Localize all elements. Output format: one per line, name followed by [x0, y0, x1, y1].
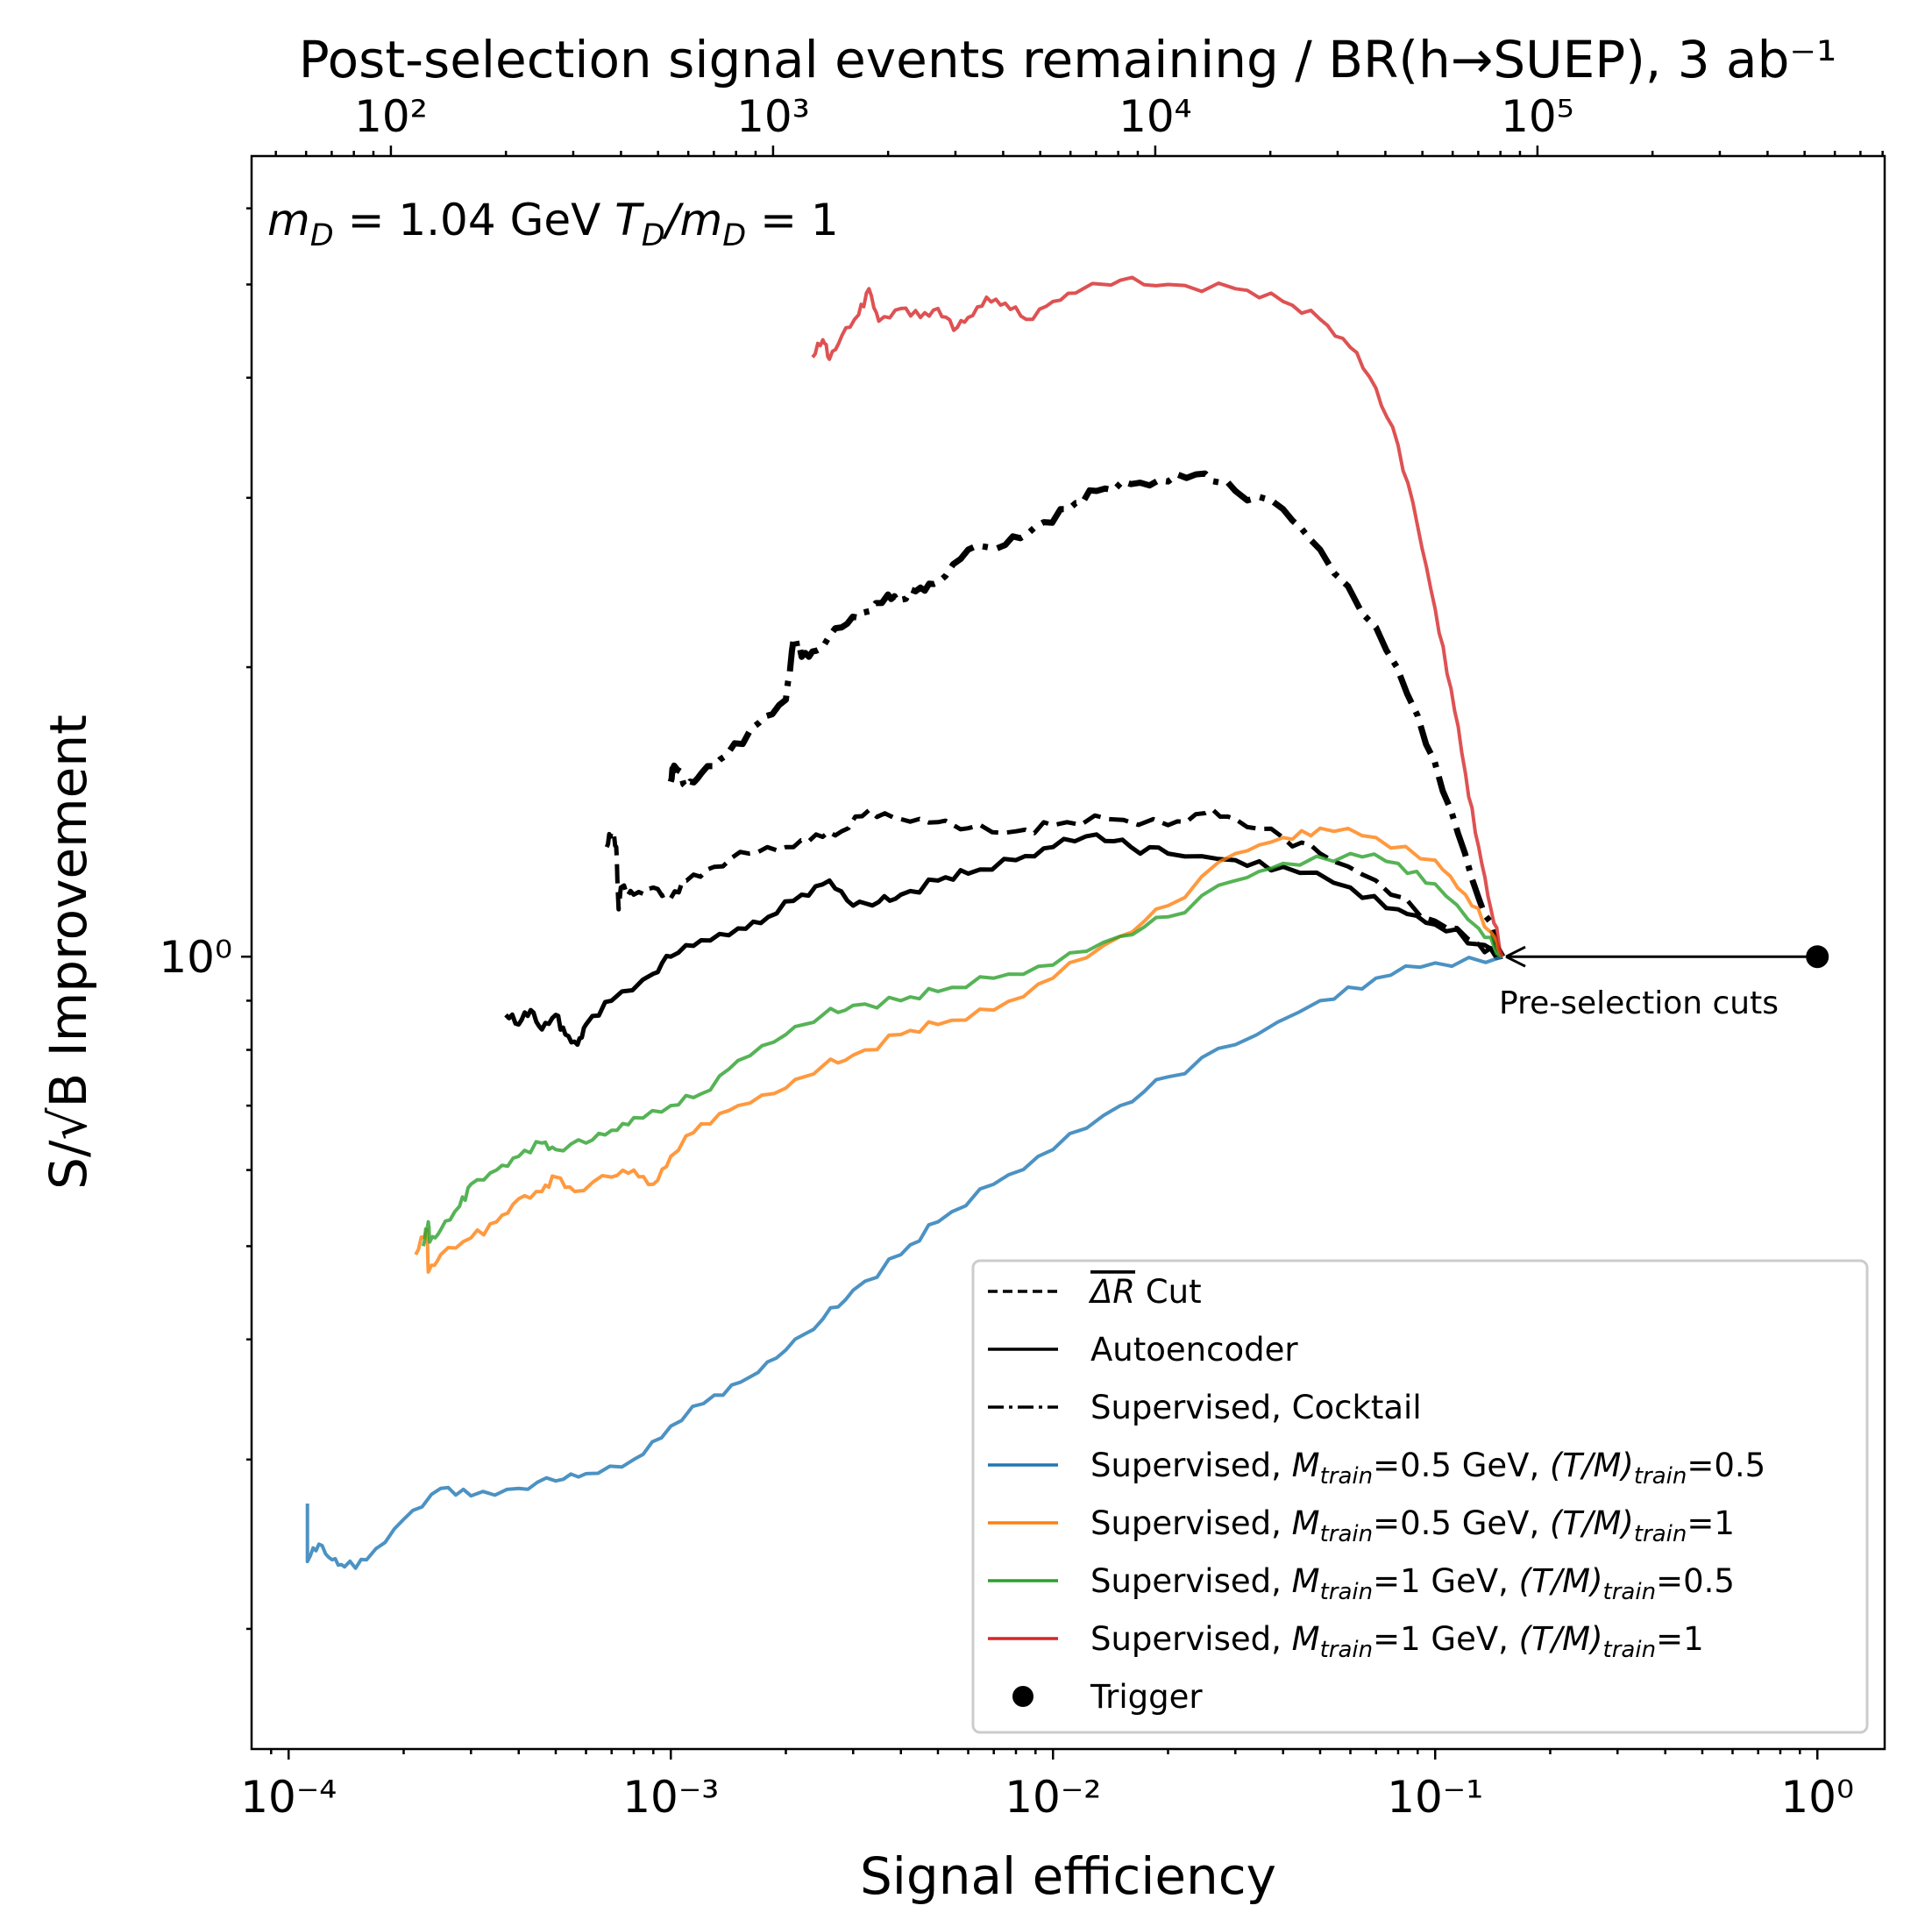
legend-label: Supervised, Mtrain=1 GeV, (T/M)train=0.5 [1090, 1562, 1735, 1605]
series-blue [305, 955, 1503, 1570]
legend-label: Supervised, Mtrain=1 GeV, (T/M)train=1 [1090, 1620, 1704, 1663]
legend-label: Supervised, Mtrain=0.5 GeV, (T/M)train=0… [1090, 1447, 1765, 1490]
legend-marker [1012, 1686, 1033, 1707]
legend-entry-blue: Supervised, Mtrain=0.5 GeV, (T/M)train=0… [988, 1447, 1765, 1490]
legend-entry-cocktail: Supervised, Cocktail [988, 1389, 1422, 1426]
annotation-arrowhead [1505, 945, 1526, 968]
pre-selection-cuts-label: Pre-selection cuts [1499, 985, 1779, 1021]
top-tick-label: 10³ [736, 91, 810, 142]
legend-entry-green: Supervised, Mtrain=1 GeV, (T/M)train=0.5 [988, 1562, 1735, 1605]
series-green [421, 851, 1503, 1247]
legend-label: Supervised, Mtrain=0.5 GeV, (T/M)train=1 [1090, 1504, 1735, 1547]
x-tick-label: 10⁻⁴ [240, 1772, 337, 1823]
x-tick-label: 10⁻¹ [1387, 1772, 1483, 1823]
legend-label: ΔR Cut [1088, 1273, 1202, 1311]
legend-entry-red: Supervised, Mtrain=1 GeV, (T/M)train=1 [988, 1620, 1704, 1663]
legend-label: Supervised, Cocktail [1090, 1389, 1422, 1426]
series-layer [305, 275, 1506, 1570]
legend-entry-ae: Autoencoder [988, 1331, 1298, 1369]
series-orange [414, 826, 1503, 1274]
legend-label: Autoencoder [1090, 1331, 1298, 1369]
series-ae [504, 832, 1503, 1048]
series-red [811, 275, 1504, 957]
legend-box [971, 1259, 1869, 1734]
y-tick-label: 10⁰ [159, 932, 232, 983]
axes-frame [250, 154, 1886, 1751]
x-tick-label: 10⁻² [1005, 1772, 1101, 1823]
legend-entry-orange: Supervised, Mtrain=0.5 GeV, (T/M)train=1 [988, 1504, 1735, 1547]
x-tick-label: 10⁻³ [622, 1772, 719, 1823]
series-dr [604, 807, 1503, 960]
trigger-marker [1806, 945, 1829, 969]
legend-entry-dr: ΔR Cut [988, 1273, 1202, 1311]
y-axis-title: S/√B Improvement [39, 715, 98, 1190]
legend-entry-trigger: Trigger [1012, 1678, 1203, 1716]
x-axis-title: Signal efficiency [860, 1846, 1276, 1906]
x-tick-label: 10⁰ [1780, 1772, 1854, 1823]
axes-layer: 10⁻⁴ 10⁻³ 10⁻² 10⁻¹ 10⁰ 10⁰ 10² 10³ 10⁴ 10⁵ Signal… [39, 30, 1886, 1906]
top-axis-title: Post-selection signal events remaining /… [299, 30, 1837, 89]
annotation-layer: mD = 1.04 GeV TD/mD = 1 Pre-selection cut… [267, 195, 1829, 1021]
top-tick-label: 10² [354, 91, 428, 142]
series-cocktail [667, 470, 1506, 958]
legend-label: Trigger [1090, 1678, 1203, 1716]
top-tick-label: 10⁴ [1119, 91, 1192, 142]
top-tick-label: 10⁵ [1501, 91, 1574, 142]
model-parameters-label: mD = 1.04 GeV TD/mD = 1 [267, 195, 839, 253]
legend: ΔR Cut Autoencoder Supervised, Cocktail Sup… [971, 1259, 1869, 1734]
